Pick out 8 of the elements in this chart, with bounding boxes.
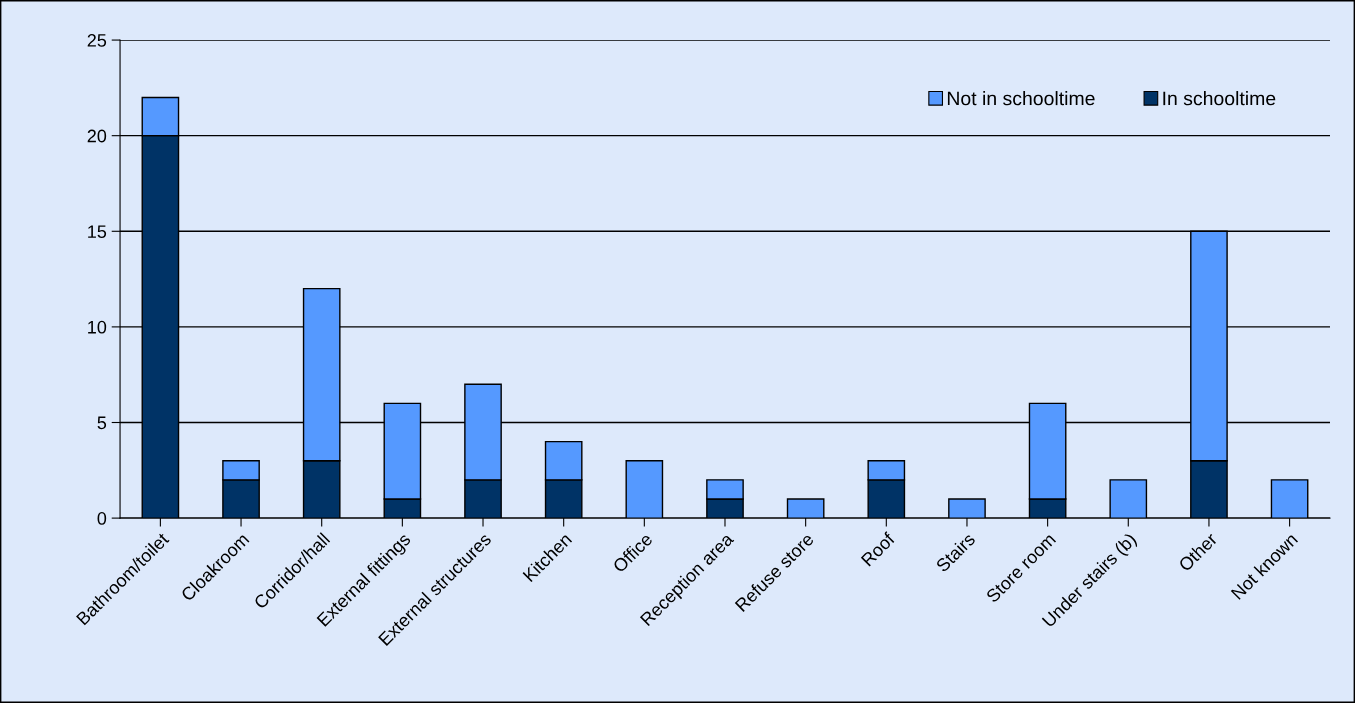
y-tick-label: 10 (88, 320, 107, 334)
y-tick-label: 0 (97, 512, 107, 525)
y-tick-label: 5 (97, 416, 107, 430)
legend-label: In schooltime (1163, 91, 1276, 106)
y-tick-label: 20 (87, 129, 107, 143)
y-tick-label: 25 (87, 34, 107, 47)
legend-label: Not in schooltime (947, 91, 1095, 106)
y-tick-label: 15 (88, 225, 107, 239)
